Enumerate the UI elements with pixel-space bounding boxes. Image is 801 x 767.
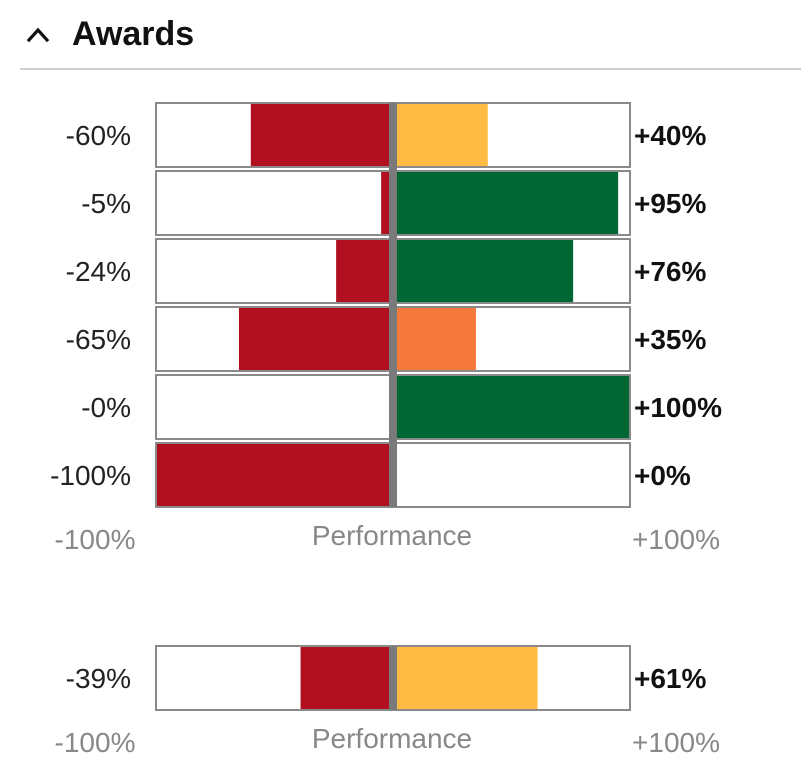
x-tick-label-min: -100% <box>55 727 136 758</box>
center-divider <box>389 103 397 507</box>
positive-bar <box>393 307 476 371</box>
negative-bar <box>381 171 393 235</box>
positive-bar <box>393 103 488 167</box>
positive-bar <box>393 646 538 710</box>
negative-bar <box>250 103 393 167</box>
x-axis-label: Performance <box>312 520 472 551</box>
x-tick-label-max: +100% <box>632 727 720 758</box>
x-tick-label-min: -100% <box>55 524 136 555</box>
x-tick-label-max: +100% <box>632 524 720 555</box>
section-header: Awards <box>20 0 801 70</box>
positive-value-label: +35% <box>634 324 706 355</box>
negative-bar <box>238 307 393 371</box>
negative-value-label: -60% <box>66 120 131 151</box>
negative-bar <box>336 239 393 303</box>
negative-value-label: -24% <box>66 256 131 287</box>
positive-value-label: +61% <box>634 663 706 694</box>
negative-bar <box>156 443 393 507</box>
negative-value-label: -65% <box>66 324 131 355</box>
negative-value-label: -0% <box>81 392 131 423</box>
positive-bar <box>393 239 574 303</box>
negative-value-label: -100% <box>50 460 131 491</box>
positive-value-label: +95% <box>634 188 706 219</box>
center-divider <box>389 646 397 710</box>
positive-value-label: +76% <box>634 256 706 287</box>
positive-bar <box>393 171 619 235</box>
chevron-up-icon[interactable] <box>26 22 50 46</box>
x-axis-label: Performance <box>312 723 472 754</box>
positive-value-label: +40% <box>634 120 706 151</box>
negative-value-label: -5% <box>81 188 131 219</box>
section-title: Awards <box>72 15 195 53</box>
positive-value-label: +0% <box>634 460 691 491</box>
positive-value-label: +100% <box>634 392 722 423</box>
negative-bar <box>300 646 393 710</box>
positive-bar <box>393 375 630 439</box>
negative-value-label: -39% <box>66 663 131 694</box>
